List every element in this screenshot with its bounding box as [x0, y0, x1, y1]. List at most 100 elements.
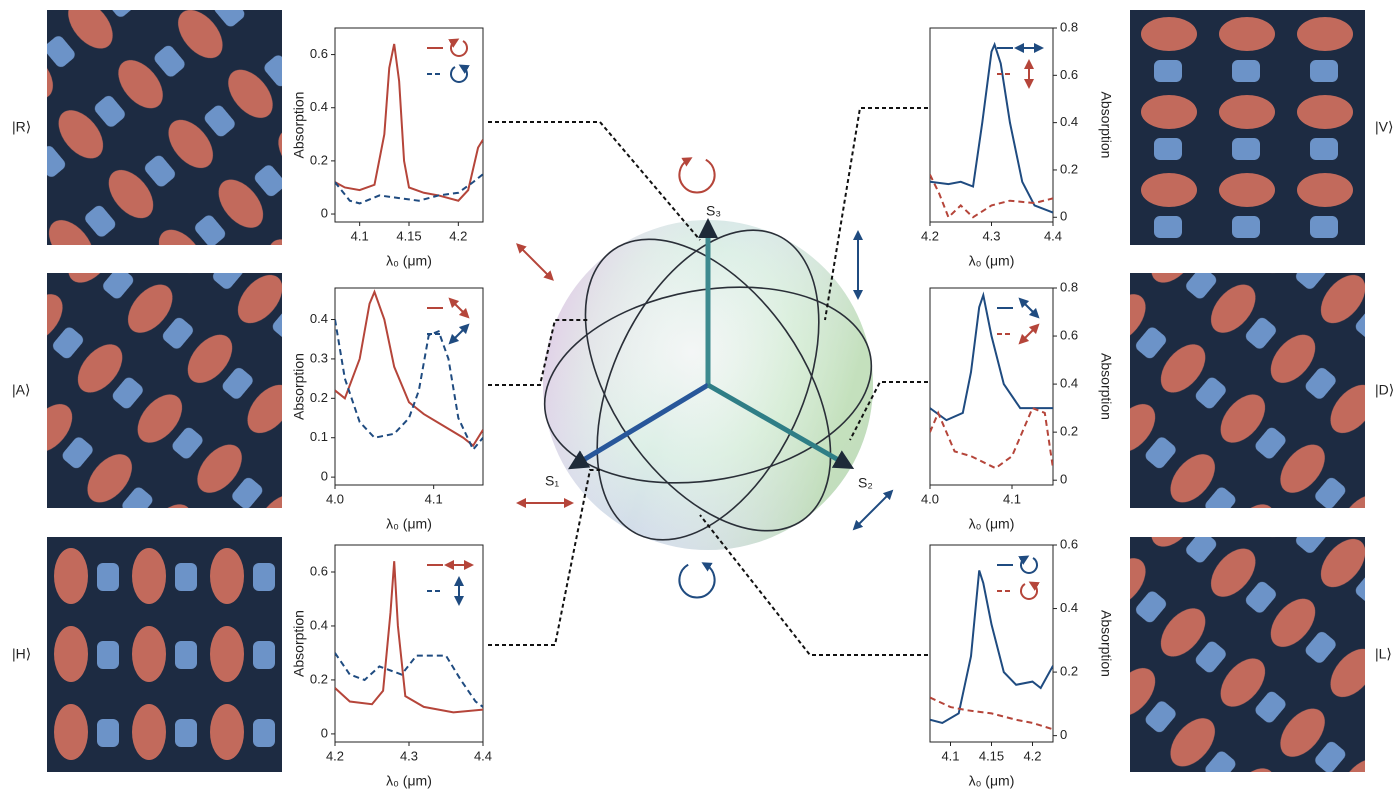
y-tick-label: 0.6: [1060, 67, 1078, 82]
arrow: [451, 41, 467, 56]
x-tick-label: 4.15: [396, 228, 421, 243]
y-axis-label: Absorption: [291, 92, 307, 159]
y-tick-label: 0: [1060, 472, 1067, 487]
y-tick-label: 0.4: [310, 311, 328, 326]
y-tick-label: 0.2: [1060, 664, 1078, 679]
data-line: [335, 44, 483, 201]
y-tick-label: 0.8: [1060, 279, 1078, 294]
arrow: [1022, 327, 1036, 341]
state-label: |R⟩: [12, 119, 31, 135]
x-axis-label: λ₀ (μm): [969, 516, 1015, 532]
y-tick-label: 0: [321, 205, 328, 220]
x-tick-label: 4.1: [941, 748, 959, 763]
data-line: [335, 561, 483, 712]
x-tick-label: 4.15: [979, 748, 1004, 763]
data-line: [335, 320, 483, 450]
sem-image: [1130, 537, 1365, 772]
y-tick-label: 0.6: [310, 46, 328, 61]
y-axis-label: Absorption: [291, 610, 307, 677]
plot-frame: [335, 28, 483, 222]
y-tick-label: 0.6: [1060, 536, 1078, 551]
state-label: |A⟩: [12, 382, 30, 398]
sem-image: [1130, 10, 1365, 245]
y-tick-label: 0: [321, 469, 328, 484]
polarization-icon: [679, 565, 714, 598]
y-tick-label: 0.3: [310, 350, 328, 365]
x-tick-label: 4.0: [921, 491, 939, 506]
polarization-icon: [1021, 558, 1037, 573]
y-tick-label: 0.2: [1060, 424, 1078, 439]
plot-frame: [930, 288, 1053, 485]
polarization-icon: [452, 327, 466, 341]
x-tick-label: 4.3: [982, 228, 1000, 243]
polarization-icon: [1022, 327, 1036, 341]
arrow: [452, 327, 466, 341]
state-label: |D⟩: [1375, 382, 1394, 398]
y-tick-label: 0.4: [1060, 600, 1078, 615]
x-axis-label: λ₀ (μm): [969, 253, 1015, 269]
polarization-icon: [451, 67, 467, 82]
y-tick-label: 0.8: [1060, 19, 1078, 34]
arrow: [451, 67, 467, 82]
y-tick-label: 0.4: [1060, 114, 1078, 129]
y-tick-label: 0.2: [310, 671, 328, 686]
x-tick-label: 4.3: [400, 748, 418, 763]
x-tick-label: 4.0: [326, 491, 344, 506]
plot-frame: [335, 288, 483, 485]
y-tick-label: 0.4: [310, 99, 328, 114]
polarization-icon: [451, 41, 467, 56]
y-axis-label: Absorption: [1098, 92, 1114, 159]
x-axis-label: λ₀ (μm): [386, 516, 432, 532]
x-tick-label: 4.1: [351, 228, 369, 243]
arrow: [520, 247, 551, 278]
sphere-axis-label: S₃: [706, 203, 721, 219]
y-tick-label: 0.6: [1060, 327, 1078, 342]
data-line: [930, 570, 1053, 723]
x-axis-label: λ₀ (μm): [386, 253, 432, 269]
arrow: [1021, 584, 1037, 599]
arrow: [856, 493, 890, 527]
state-label: |L⟩: [1375, 646, 1392, 662]
arrow: [452, 301, 466, 315]
y-axis-label: Absorption: [1098, 353, 1114, 420]
data-line: [930, 408, 1053, 468]
x-tick-label: 4.1: [1003, 491, 1021, 506]
arrow: [679, 565, 714, 598]
polarization-icon: [679, 160, 714, 193]
y-tick-label: 0.2: [310, 390, 328, 405]
arrow: [679, 160, 714, 193]
y-tick-label: 0.6: [310, 563, 328, 578]
sphere-axis-label: S₂: [858, 475, 873, 491]
sem-image: [1130, 273, 1365, 508]
arrow: [1022, 301, 1036, 315]
y-tick-label: 0.4: [310, 617, 328, 632]
data-line: [930, 698, 1053, 730]
y-axis-label: Absorption: [1098, 610, 1114, 677]
x-tick-label: 4.4: [474, 748, 492, 763]
y-tick-label: 0.1: [310, 429, 328, 444]
x-tick-label: 4.2: [326, 748, 344, 763]
x-tick-label: 4.1: [425, 491, 443, 506]
x-tick-label: 4.2: [1023, 748, 1041, 763]
x-tick-label: 4.2: [449, 228, 467, 243]
x-tick-label: 4.2: [921, 228, 939, 243]
sem-image: [47, 10, 282, 245]
poincare-sphere: S₃ S₁ S₂: [529, 195, 887, 574]
sem-image: [47, 273, 282, 508]
polarization-icon: [856, 493, 890, 527]
sem-image: [47, 537, 282, 772]
sphere-axis-label: S₁: [545, 473, 559, 489]
y-axis-label: Absorption: [291, 353, 307, 420]
polarization-icon: [1021, 584, 1037, 599]
data-line: [335, 292, 483, 446]
data-line: [930, 45, 1053, 213]
y-tick-label: 0.2: [1060, 161, 1078, 176]
y-tick-label: 0.2: [310, 152, 328, 167]
polarization-icon: [1022, 301, 1036, 315]
figure: S₃ S₁ S₂ |R⟩|A⟩|H⟩|V⟩|D⟩|L⟩4.14.154.200.…: [0, 0, 1398, 794]
state-label: |H⟩: [12, 646, 31, 662]
arrow: [1021, 558, 1037, 573]
y-tick-label: 0: [1060, 727, 1067, 742]
data-line: [930, 175, 1053, 218]
y-tick-label: 0: [321, 725, 328, 740]
